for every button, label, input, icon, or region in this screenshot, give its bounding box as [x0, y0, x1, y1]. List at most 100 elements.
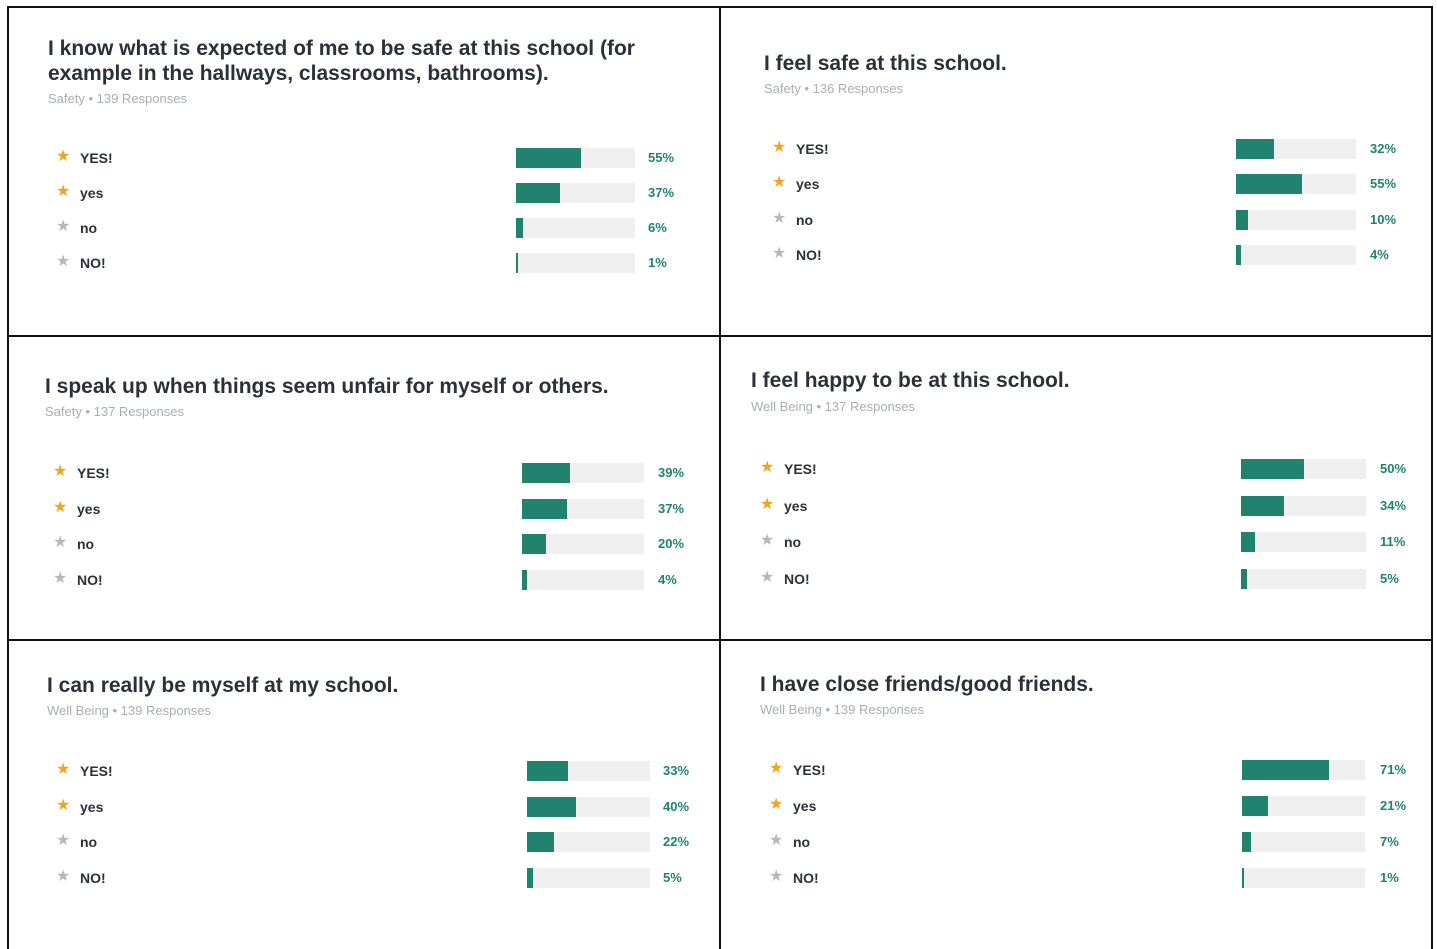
- bar-fill: [1242, 760, 1329, 780]
- question-title: I feel happy to be at this school.: [751, 369, 1070, 392]
- response-label: YES!: [80, 763, 113, 779]
- bar-fill: [1236, 174, 1302, 194]
- bar-track: [1236, 139, 1356, 159]
- response-row: ★ no 7%: [769, 832, 1429, 852]
- percent-label: 32%: [1370, 141, 1397, 156]
- bar-fill: [1242, 868, 1244, 888]
- percent-label: 11%: [1380, 534, 1406, 549]
- star-gray-icon: ★: [772, 245, 787, 262]
- percent-label: 7%: [1380, 834, 1399, 849]
- star-gray-icon: ★: [769, 868, 784, 885]
- question-card: I feel happy to be at this school. Well B…: [721, 337, 1429, 637]
- response-label: NO!: [793, 870, 819, 886]
- response-row: ★ YES! 50%: [760, 459, 1420, 479]
- star-gray-icon: ★: [56, 218, 71, 235]
- star-filled-icon: ★: [760, 459, 775, 476]
- response-row: ★ no 10%: [772, 210, 1432, 230]
- question-meta: Well Being • 137 Responses: [751, 399, 916, 414]
- response-row: ★ yes 55%: [772, 174, 1432, 194]
- bar-track: [1242, 760, 1365, 780]
- percent-label: 33%: [663, 763, 690, 778]
- response-label: YES!: [80, 150, 113, 166]
- response-label: no: [80, 220, 98, 236]
- percent-label: 34%: [1380, 498, 1407, 513]
- response-label: no: [784, 534, 802, 550]
- bar-fill: [1236, 139, 1274, 159]
- response-row: ★ yes 37%: [56, 183, 716, 203]
- bar-fill: [516, 183, 560, 203]
- bar-fill: [1241, 496, 1284, 516]
- question-title: I feel safe at this school.: [764, 52, 1007, 75]
- response-label: NO!: [784, 571, 810, 587]
- bar-fill: [522, 534, 546, 554]
- percent-label: 37%: [648, 185, 675, 200]
- bar-fill: [516, 148, 581, 168]
- bar-fill: [516, 253, 518, 273]
- response-label: NO!: [796, 247, 822, 263]
- bar-fill: [1236, 210, 1248, 230]
- column-divider: [719, 6, 721, 949]
- bar-track: [1236, 174, 1356, 194]
- bar-track: [522, 499, 644, 519]
- response-row: ★ YES! 33%: [56, 761, 716, 781]
- response-row: ★ yes 34%: [760, 496, 1420, 516]
- response-row: ★ NO! 1%: [56, 253, 716, 273]
- bar-track: [1241, 569, 1366, 589]
- bar-fill: [527, 868, 533, 888]
- bar-track: [516, 148, 635, 168]
- star-filled-icon: ★: [53, 463, 68, 480]
- response-label: yes: [77, 501, 101, 517]
- response-label: NO!: [80, 870, 106, 886]
- percent-label: 37%: [658, 501, 685, 516]
- response-label: yes: [796, 176, 820, 192]
- question-title: I can really be myself at my school.: [47, 674, 399, 697]
- response-row: ★ NO! 5%: [56, 868, 716, 888]
- question-title: I know what is expected of me to be safe…: [48, 37, 635, 85]
- star-gray-icon: ★: [56, 832, 71, 849]
- response-row: ★ YES! 71%: [769, 760, 1429, 780]
- star-gray-icon: ★: [53, 570, 68, 587]
- bar-track: [1241, 496, 1366, 516]
- response-label: YES!: [793, 762, 826, 778]
- bar-track: [516, 218, 635, 238]
- star-filled-icon: ★: [772, 139, 787, 156]
- percent-label: 1%: [1380, 870, 1399, 885]
- bar-fill: [522, 570, 527, 590]
- bar-track: [1236, 245, 1356, 265]
- percent-label: 6%: [648, 220, 667, 235]
- bar-fill: [516, 218, 523, 238]
- question-title: I speak up when things seem unfair for m…: [45, 375, 609, 398]
- bar-track: [527, 797, 650, 817]
- response-label: YES!: [796, 141, 829, 157]
- bar-track: [516, 253, 635, 273]
- response-label: no: [793, 834, 811, 850]
- response-row: ★ NO! 4%: [53, 570, 713, 590]
- question-meta: Well Being • 139 Responses: [760, 702, 925, 717]
- response-label: yes: [784, 498, 808, 514]
- question-meta: Well Being • 139 Responses: [47, 703, 212, 718]
- percent-label: 21%: [1380, 798, 1407, 813]
- response-row: ★ no 20%: [53, 534, 713, 554]
- response-label: no: [77, 536, 95, 552]
- question-card: I have close friends/good friends. Well B…: [721, 641, 1429, 941]
- bar-track: [527, 868, 650, 888]
- bar-track: [522, 570, 644, 590]
- question-title: I have close friends/good friends.: [760, 673, 1094, 696]
- bar-fill: [1242, 796, 1268, 816]
- response-row: ★ yes 37%: [53, 499, 713, 519]
- question-meta: Safety • 139 Responses: [48, 91, 187, 106]
- percent-label: 4%: [1370, 247, 1389, 262]
- response-row: ★ no 6%: [56, 218, 716, 238]
- bar-fill: [527, 761, 568, 781]
- question-card: I feel safe at this school. Safety • 136 …: [721, 8, 1429, 308]
- percent-label: 39%: [658, 465, 685, 480]
- response-label: YES!: [77, 465, 110, 481]
- percent-label: 71%: [1380, 762, 1407, 777]
- response-row: ★ NO! 4%: [772, 245, 1432, 265]
- response-row: ★ YES! 39%: [53, 463, 713, 483]
- star-filled-icon: ★: [53, 499, 68, 516]
- bar-fill: [527, 832, 554, 852]
- question-card: I can really be myself at my school. Well…: [9, 641, 717, 941]
- percent-label: 1%: [648, 255, 667, 270]
- percent-label: 5%: [663, 870, 682, 885]
